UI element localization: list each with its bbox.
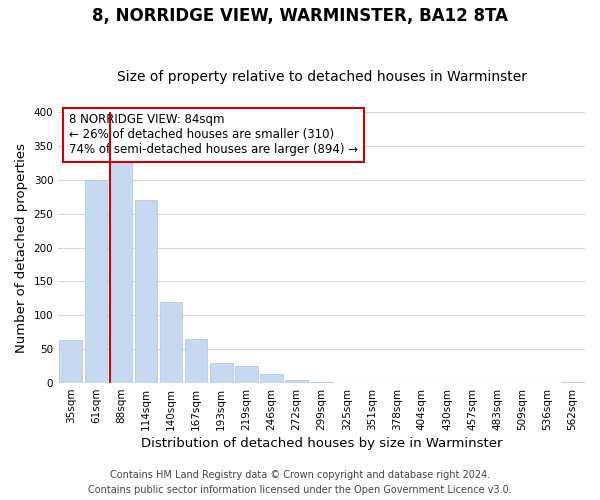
Title: Size of property relative to detached houses in Warminster: Size of property relative to detached ho…	[116, 70, 527, 85]
Bar	[210, 364, 233, 383]
Bar	[110, 158, 132, 383]
Bar	[310, 382, 333, 383]
Text: 8, NORRIDGE VIEW, WARMINSTER, BA12 8TA: 8, NORRIDGE VIEW, WARMINSTER, BA12 8TA	[92, 8, 508, 26]
Bar	[561, 382, 584, 383]
Y-axis label: Number of detached properties: Number of detached properties	[15, 142, 28, 352]
Bar	[59, 340, 82, 383]
Text: 8 NORRIDGE VIEW: 84sqm
← 26% of detached houses are smaller (310)
74% of semi-de: 8 NORRIDGE VIEW: 84sqm ← 26% of detached…	[69, 114, 358, 156]
Bar	[85, 180, 107, 383]
Text: Contains HM Land Registry data © Crown copyright and database right 2024.
Contai: Contains HM Land Registry data © Crown c…	[88, 470, 512, 495]
Bar	[235, 366, 257, 383]
X-axis label: Distribution of detached houses by size in Warminster: Distribution of detached houses by size …	[141, 437, 502, 450]
Bar	[160, 302, 182, 383]
Bar	[185, 339, 208, 383]
Bar	[285, 380, 308, 383]
Bar	[260, 374, 283, 383]
Bar	[134, 200, 157, 383]
